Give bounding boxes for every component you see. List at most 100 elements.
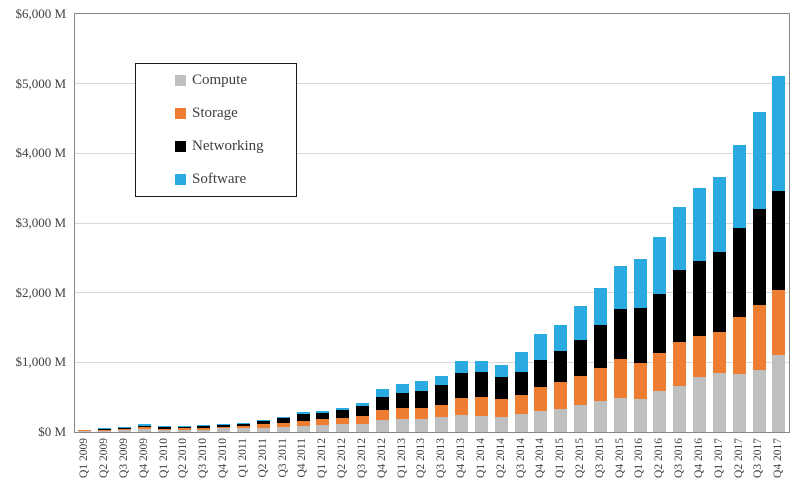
bar-segment-software [514,351,528,373]
x-label-q3-2017: Q3 2017 [752,438,765,478]
bar-segment-networking [356,405,369,416]
x-cell-q3-2010: Q3 2010 [194,438,214,500]
bar-segment-storage [752,305,766,370]
bar-segment-storage [78,430,92,432]
bar-segment-compute [435,416,449,432]
bar-q2-2015 [574,306,588,432]
bar-segment-storage [237,426,251,429]
x-label-q2-2017: Q2 2017 [732,438,745,478]
bar-segment-compute [534,411,548,432]
bar-slot-q3-2011 [273,14,293,432]
bar-q4-2012 [375,389,389,432]
bar-segment-networking [653,293,667,354]
bar-segment-networking [732,227,746,317]
bar-q2-2010 [177,425,191,432]
x-label-q3-2013: Q3 2013 [435,438,448,478]
bar-segment-networking [336,410,350,418]
x-label-q3-2012: Q3 2012 [355,438,368,478]
bar-segment-storage [534,386,548,412]
x-label-q2-2010: Q2 2010 [177,438,190,478]
y-tick-label-5000: $5,000 M [15,75,66,91]
bar-q2-2014 [494,364,508,432]
bar-segment-storage [157,428,171,430]
x-label-q3-2011: Q3 2011 [276,438,289,478]
bar-segment-software [613,265,627,309]
bar-segment-compute [296,425,310,432]
bar-segment-storage [395,407,409,419]
bar-segment-software [593,287,607,326]
bar-segment-software [415,380,429,391]
bar-segment-networking [98,428,112,430]
bar-segment-storage [336,417,350,425]
bar-segment-software [137,424,151,426]
x-cell-q2-2014: Q2 2014 [491,438,511,500]
x-label-q1-2010: Q1 2010 [157,438,170,478]
bar-segment-networking [415,390,429,408]
bar-segment-storage [435,404,449,417]
bar-segment-compute [732,373,746,432]
bar-segment-software [296,411,310,414]
bar-segment-networking [455,373,469,398]
bar-segment-compute [593,400,607,432]
y-tick-label-6000: $6,000 M [15,5,66,21]
legend-swatch-networking-icon [175,141,186,152]
x-label-q1-2016: Q1 2016 [633,438,646,478]
bar-segment-compute [653,390,667,432]
bar-q2-2013 [415,380,429,432]
bar-segment-software [197,425,211,427]
bar-slot-q3-2010 [194,14,214,432]
x-cell-q1-2016: Q1 2016 [630,438,650,500]
legend-swatch-software-icon [175,174,186,185]
bar-segment-software [772,75,786,192]
bar-segment-software [276,416,290,419]
bar-segment-storage [98,429,112,431]
bar-slot-q1-2014 [472,14,492,432]
gridline-3000 [75,222,789,224]
bar-segment-storage [197,427,211,430]
x-axis: Q1 2009 Q2 2009 Q3 2009 Q4 2009 Q1 2010 Q2 20… [75,438,789,500]
x-label-q2-2014: Q2 2014 [494,438,507,478]
legend-label-software: Software [192,171,247,187]
bar-segment-storage [554,381,568,409]
x-cell-q3-2017: Q3 2017 [749,438,769,500]
x-label-q3-2016: Q3 2016 [673,438,686,478]
legend-swatch-compute-icon [175,75,186,86]
legend-item-compute: Compute [175,64,296,97]
bar-segment-storage [712,331,726,374]
x-label-q4-2013: Q4 2013 [455,438,468,478]
bar-slot-q4-2016 [690,14,710,432]
bar-q4-2010 [217,423,231,432]
bar-segment-networking [494,377,508,400]
bar-slot-q1-2017 [710,14,730,432]
bar-segment-storage [613,358,627,399]
legend-label-storage: Storage [192,105,238,121]
bar-segment-compute [197,429,211,432]
x-cell-q1-2014: Q1 2014 [472,438,492,500]
bar-slot-q3-2016 [670,14,690,432]
bar-segment-networking [177,426,191,429]
x-label-q3-2010: Q3 2010 [197,438,210,478]
bar-segment-networking [118,428,132,430]
x-cell-q1-2010: Q1 2010 [154,438,174,500]
x-cell-q4-2011: Q4 2011 [293,438,313,500]
bar-slot-q3-2014 [511,14,531,432]
bar-q1-2011 [237,422,251,432]
bar-q1-2017 [712,176,726,432]
bar-slot-q2-2011 [253,14,273,432]
bar-q3-2016 [673,207,687,432]
bar-segment-compute [633,399,647,432]
bar-segment-storage [693,335,707,377]
y-tick-label-4000: $4,000 M [15,145,66,161]
x-label-q2-2015: Q2 2015 [574,438,586,478]
x-cell-q3-2012: Q3 2012 [353,438,373,500]
bar-q3-2017 [752,111,766,432]
bar-slot-q4-2011 [293,14,313,432]
x-label-q1-2011: Q1 2011 [236,438,249,478]
x-label-q4-2017: Q4 2017 [772,438,785,478]
bar-slot-q2-2017 [729,14,749,432]
bar-segment-software [118,427,132,429]
bar-segment-networking [673,269,687,342]
bar-segment-compute [356,423,369,432]
bar-segment-networking [593,325,607,368]
x-label-q2-2012: Q2 2012 [336,438,349,478]
